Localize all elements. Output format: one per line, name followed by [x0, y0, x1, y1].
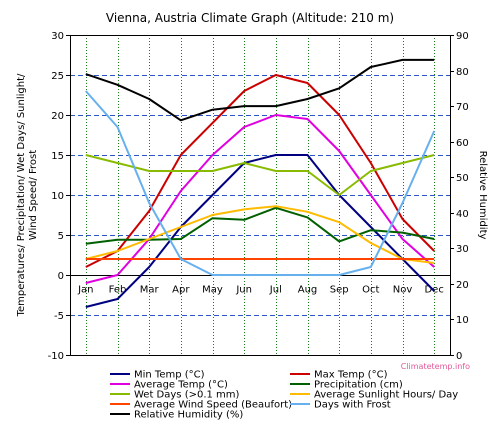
series-line: [85, 205, 435, 264]
left-tick-label: 30: [51, 31, 64, 42]
right-tick-label: 20: [456, 280, 469, 291]
right-tick-label: 40: [456, 209, 469, 220]
right-tick-label: 0: [456, 351, 462, 362]
legend-label: Relative Humidity (%): [134, 410, 243, 421]
left-tick-label: 10: [51, 191, 64, 202]
month-label: Jan: [77, 285, 93, 296]
month-label: Jul: [269, 285, 282, 296]
series-line: [85, 58, 435, 122]
series-line: [85, 154, 435, 308]
legend: Min Temp (°C) Max Temp (°C) Average Temp (…: [110, 370, 458, 421]
legend-label: Precipitation (cm): [314, 380, 403, 391]
legend-label: Wet Days (>0.1 mm): [134, 390, 240, 401]
month-label: Jun: [235, 285, 252, 296]
right-tick-label: 70: [456, 102, 469, 113]
right-tick-label: 50: [456, 173, 469, 184]
legend-label: Average Sunlight Hours/ Day: [314, 390, 458, 401]
right-tick-label: 30: [456, 244, 469, 255]
right-tick-label: 80: [456, 67, 469, 78]
left-tick-label: -10: [48, 351, 64, 362]
left-tick-label: 20: [51, 111, 64, 122]
right-axis-title: Relative Humidity: [477, 151, 488, 240]
legend-label: Min Temp (°C): [134, 370, 205, 381]
left-tick-label: 25: [51, 71, 64, 82]
watermark: Climatetemp.info: [401, 362, 470, 371]
left-tick-label: -5: [54, 311, 64, 322]
legend-label: Average Temp (°C): [134, 380, 228, 391]
legend-label: Average Wind Speed (Beaufort): [134, 400, 292, 411]
legend-label: Max Temp (°C): [314, 370, 388, 381]
month-label: Feb: [109, 285, 127, 296]
left-tick-label: 5: [58, 231, 64, 242]
series-line: [85, 74, 435, 268]
month-label: Mar: [140, 285, 160, 296]
legend-label: Days with Frost: [314, 400, 391, 411]
month-label: Oct: [362, 285, 379, 296]
right-tick-label: 90: [456, 31, 469, 42]
series-line: [85, 90, 436, 276]
right-tick-label: 60: [456, 138, 469, 149]
series-line: [85, 154, 435, 196]
month-label: Aug: [298, 285, 318, 296]
series-line: [85, 206, 435, 245]
month-label: May: [202, 285, 223, 296]
left-axis-title-line-2: Wind Speed/ Frost: [28, 150, 39, 240]
plot-frame: [70, 35, 451, 356]
series-layer: [85, 58, 436, 308]
chart-title: Vienna, Austria Climate Graph (Altitude:…: [106, 11, 394, 25]
left-axis-title-line-1: Temperatures/ Precipitation/ Wet Days/ S…: [16, 73, 27, 317]
series-line: [85, 114, 435, 284]
right-tick-label: 10: [456, 315, 469, 326]
month-label: Sep: [330, 285, 349, 296]
left-tick-label: 15: [51, 151, 64, 162]
month-label: Apr: [172, 285, 190, 296]
month-label: Nov: [393, 285, 413, 296]
left-tick-label: 0: [58, 271, 64, 282]
